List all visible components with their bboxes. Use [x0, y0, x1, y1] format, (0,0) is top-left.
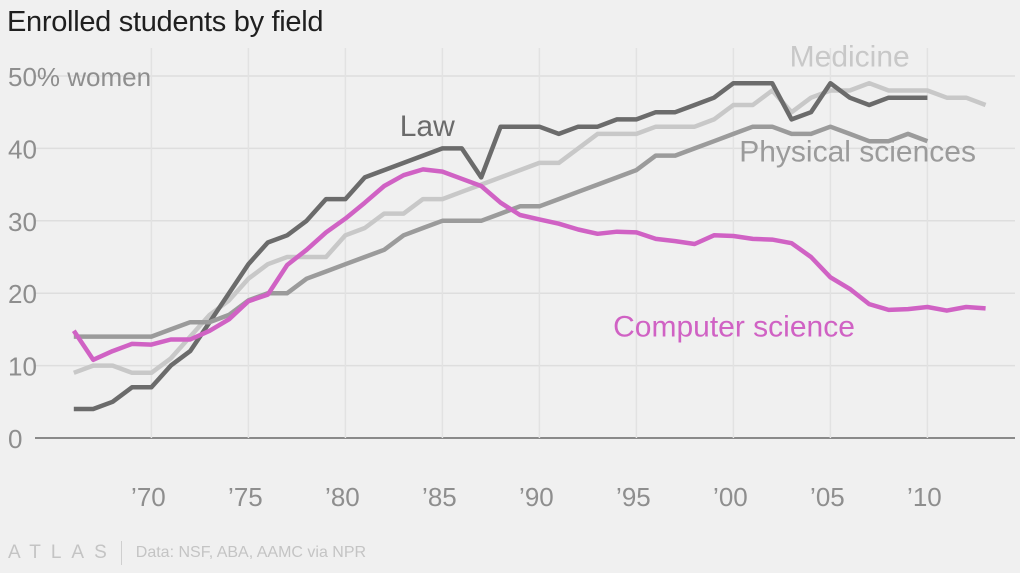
series-label-law: Law	[400, 110, 455, 143]
x-tick-label: ’85	[422, 482, 457, 512]
x-tick-label: ’80	[325, 482, 360, 512]
series-line-medicine	[73, 80, 987, 376]
x-tick-label: ’05	[810, 482, 845, 512]
series-line-computer-science	[71, 167, 986, 363]
x-tick-label: ’75	[228, 482, 263, 512]
x-tick-label: ’90	[519, 482, 554, 512]
x-tick-label: ’00	[713, 482, 748, 512]
line-chart: 0 10 20 30 40 50% women ’70 ’75 ’80 ’85 ’90 ’95 ’00 ’…	[8, 41, 1015, 512]
series-label-medicine: Medicine	[790, 41, 910, 74]
footer: ATLAS Data: NSF, ABA, AAMC via NPR	[8, 540, 366, 566]
y-tick-label: 10	[8, 352, 37, 382]
series-line-law	[73, 80, 928, 412]
y-tick-label: 40	[8, 134, 37, 164]
footer-divider	[120, 541, 122, 565]
series-label-computer-science: Computer science	[613, 311, 855, 344]
y-tick-label: 0	[8, 424, 22, 454]
x-tick-label: ’10	[907, 482, 942, 512]
x-tick-label: ’95	[616, 482, 651, 512]
brand-logo: ATLAS	[8, 542, 117, 563]
source-note: Data: NSF, ABA, AAMC via NPR	[135, 544, 367, 561]
series-label-physical-sciences: Physical sciences	[739, 135, 976, 168]
x-tick-label: ’70	[131, 482, 166, 512]
y-tick-label: 50% women	[8, 62, 151, 92]
chart-title: Enrolled students by field	[7, 6, 324, 38]
y-tick-label: 20	[8, 279, 37, 309]
y-tick-label: 30	[8, 207, 37, 237]
series-line-physical-sciences	[73, 124, 929, 339]
